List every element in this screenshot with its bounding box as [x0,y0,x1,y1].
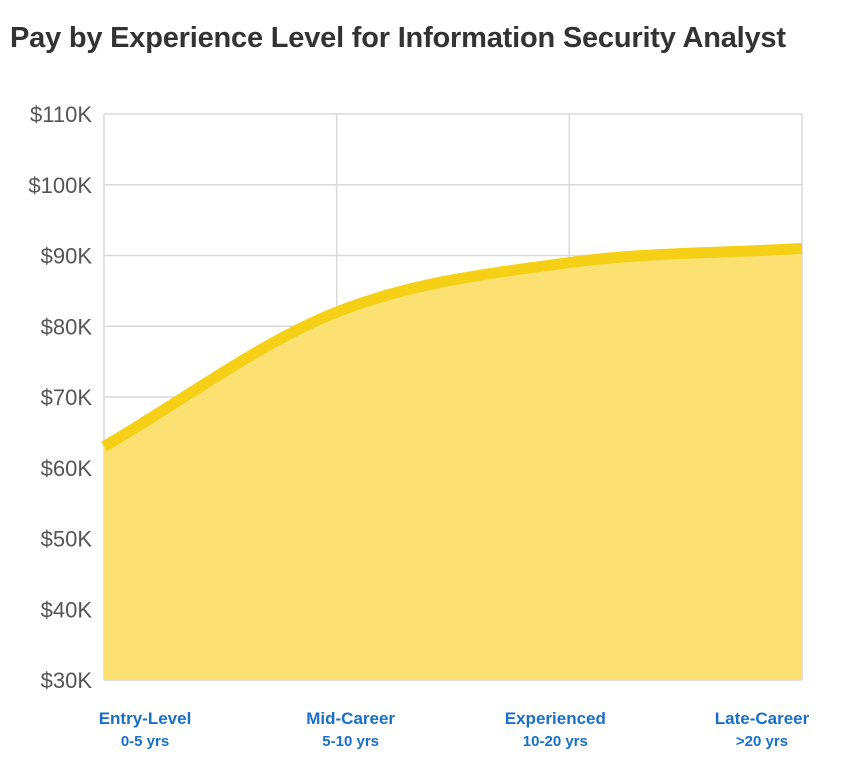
x-category-label: Mid-Career [306,709,395,728]
x-category-label: Late-Career [715,709,810,728]
x-category-sublabel: 0-5 yrs [121,733,169,750]
y-tick-label: $90K [41,244,93,269]
y-tick-label: $60K [41,456,93,481]
x-category-sublabel: >20 yrs [736,733,788,750]
chart-title: Pay by Experience Level for Information … [10,22,786,54]
y-tick-label: $50K [41,527,93,552]
series-line [101,242,803,452]
x-category-label: Entry-Level [99,709,192,728]
x-category-sublabel: 5-10 yrs [322,733,379,750]
x-category-sublabel: 10-20 yrs [523,733,588,750]
y-tick-label: $40K [41,597,93,622]
y-tick-label: $110K [30,102,92,127]
y-tick-label: $80K [41,314,93,339]
y-tick-label: $70K [41,385,93,410]
y-axis-ticks: $110K $100K $90K $80K $70K $60K $50K $40K $30K [28,102,92,693]
y-tick-label: $100K [28,173,92,198]
area-fill [104,248,802,681]
x-category-label: Experienced [505,709,606,728]
y-tick-label: $30K [41,668,93,693]
x-axis-categories: Entry-Level 0-5 yrs Mid-Career 5-10 yrs Expe… [99,709,810,750]
